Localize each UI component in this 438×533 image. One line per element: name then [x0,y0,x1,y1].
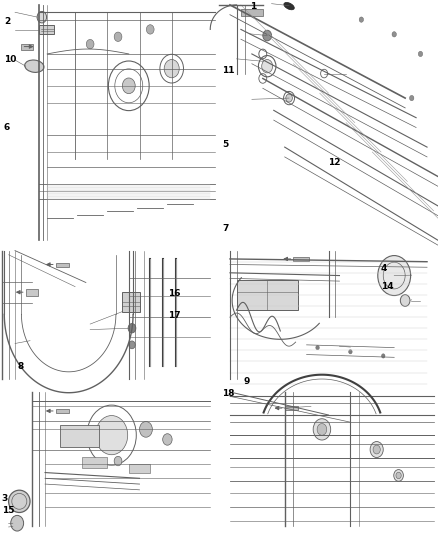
Circle shape [114,32,122,42]
FancyBboxPatch shape [56,263,69,267]
Text: 3: 3 [1,494,7,503]
FancyBboxPatch shape [39,25,53,34]
FancyBboxPatch shape [237,280,298,310]
FancyBboxPatch shape [26,289,38,296]
Circle shape [114,456,122,466]
Circle shape [410,95,414,101]
FancyBboxPatch shape [241,9,263,16]
Text: 12: 12 [328,158,341,167]
Text: 14: 14 [381,282,394,290]
Circle shape [122,78,135,94]
FancyBboxPatch shape [122,292,139,312]
Ellipse shape [9,490,30,513]
Circle shape [373,445,380,454]
Text: 4: 4 [381,264,388,272]
Circle shape [378,255,411,295]
Circle shape [370,441,383,457]
Text: 17: 17 [168,311,180,320]
Text: 18: 18 [223,389,235,398]
Text: 16: 16 [168,289,180,297]
FancyBboxPatch shape [293,257,309,261]
FancyBboxPatch shape [81,457,107,468]
FancyBboxPatch shape [56,409,69,413]
Circle shape [396,472,401,479]
FancyBboxPatch shape [21,44,33,50]
Circle shape [286,94,293,102]
Circle shape [11,515,24,531]
FancyBboxPatch shape [285,406,298,410]
Text: 8: 8 [18,362,24,370]
Circle shape [164,60,179,78]
Ellipse shape [25,60,44,72]
Circle shape [139,422,152,437]
Circle shape [418,51,423,56]
Text: 9: 9 [243,377,250,386]
Circle shape [313,419,331,440]
FancyBboxPatch shape [60,425,99,447]
Circle shape [37,11,46,23]
Circle shape [128,324,136,333]
Circle shape [261,60,272,73]
Text: 15: 15 [2,506,14,515]
Circle shape [392,31,396,37]
Circle shape [381,354,385,358]
Circle shape [394,470,403,481]
Circle shape [162,434,172,445]
Circle shape [263,30,272,41]
Text: 2: 2 [4,17,11,26]
Circle shape [317,424,327,435]
Circle shape [86,39,94,49]
Ellipse shape [284,3,294,10]
Text: 5: 5 [223,141,229,149]
Circle shape [400,295,410,306]
Circle shape [359,17,364,22]
Text: 1: 1 [250,2,256,11]
Text: 10: 10 [4,55,17,64]
Circle shape [129,341,135,349]
Circle shape [316,345,319,350]
Text: 11: 11 [223,66,235,75]
FancyBboxPatch shape [129,464,150,473]
Circle shape [349,350,352,354]
Text: 6: 6 [4,124,10,132]
Circle shape [146,25,154,34]
Text: 7: 7 [223,224,229,232]
Circle shape [95,416,128,455]
